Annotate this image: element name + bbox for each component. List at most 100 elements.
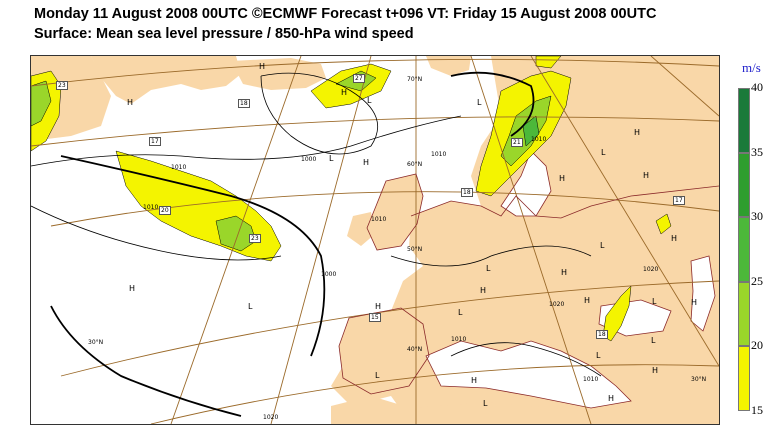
wind-max-label: 20: [159, 206, 171, 215]
parallel-70n: [31, 58, 719, 87]
low-pressure-center: L: [651, 336, 656, 345]
low-pressure-center: L: [248, 302, 253, 311]
wind-max-label: 15: [369, 313, 381, 322]
wind-max-label: 23: [56, 81, 68, 90]
isobar-1000-iceland: [260, 72, 379, 155]
wind-max-label: 17: [673, 196, 685, 205]
legend-color-band: [738, 88, 750, 153]
legend-color-band: [738, 152, 750, 217]
meridian-60e: [650, 56, 719, 117]
isobar-1010-ocean: [31, 205, 282, 261]
meridian-20e: [470, 56, 592, 424]
forecast-map: 70°N 60°N 50°N 40°N 30°N 30°N 1010 1010 1020 1010…: [30, 55, 720, 425]
wind-band-20-atlantic: [115, 150, 282, 262]
legend-value-label: 35: [751, 144, 763, 159]
isobar-value-label: 1010: [583, 376, 599, 383]
title-line-2: Surface: Mean sea level pressure / 850-h…: [34, 26, 414, 42]
caspian-sea: [690, 255, 716, 332]
isobar-1010-med: [450, 342, 602, 377]
graticule: [31, 56, 719, 424]
legend-value-label: 40: [751, 80, 763, 94]
high-pressure-center: H: [363, 158, 370, 167]
high-pressure-center: H: [608, 394, 615, 403]
wind-max-label: 23: [249, 234, 261, 243]
wind-band-20-svalbard: [535, 56, 562, 69]
isobar-value-label: 1010: [171, 164, 187, 171]
high-pressure-center: H: [259, 62, 266, 71]
isobar-1000-scand: [450, 71, 535, 137]
coast-iberia: [338, 307, 430, 395]
latitude-label: 50°N: [407, 246, 423, 253]
isobar-1020-south: [50, 305, 242, 417]
low-pressure-center: L: [600, 241, 605, 250]
isobar-value-label: 1020: [643, 266, 659, 273]
high-pressure-center: H: [129, 284, 136, 293]
low-pressure-center: L: [367, 96, 372, 105]
isobar-value-label: 1010: [431, 151, 447, 158]
low-pressure-center: L: [458, 308, 463, 317]
land-svalbard: [426, 56, 471, 76]
isobar-value-label: 1020: [263, 414, 279, 421]
wind-max-label: 18: [461, 188, 473, 197]
isobar-value-label: 1010: [143, 204, 159, 211]
low-pressure-center: L: [375, 371, 380, 380]
land-greenland: [91, 56, 241, 104]
legend-color-band: [738, 281, 750, 346]
wind-max-label: 21: [511, 138, 523, 147]
parallel-60n: [31, 116, 719, 147]
meridian-40e: [530, 56, 719, 367]
wind-band-25-greenland: [31, 80, 52, 127]
coast-europe: [410, 185, 719, 219]
mediterranean-sea: [425, 340, 632, 409]
legend-color-band: [738, 346, 750, 411]
high-pressure-center: H: [561, 268, 568, 277]
coastlines: [338, 173, 719, 395]
wind-band-20-caspian: [655, 213, 672, 235]
low-pressure-center: L: [483, 399, 488, 408]
high-pressure-center: H: [127, 98, 134, 107]
isobar-1010-north: [31, 115, 462, 167]
land-ireland: [347, 212, 375, 246]
latitude-label: 30°N: [691, 376, 707, 383]
isobar-value-label: 1010: [451, 336, 467, 343]
title-line-1: Monday 11 August 2008 00UTC ©ECMWF Forec…: [34, 6, 657, 22]
legend-value-label: 15: [751, 402, 763, 417]
wind-max-label: 18: [238, 99, 250, 108]
meridian-40w: [170, 56, 302, 424]
isobar-value-label: 1000: [321, 271, 337, 278]
isobars: [31, 71, 602, 417]
map-canvas: [31, 56, 719, 424]
high-pressure-center: H: [559, 174, 566, 183]
legend-value-label: 20: [751, 338, 763, 352]
land-iberia: [339, 308, 429, 394]
isobar-value-label: 1010: [371, 216, 387, 223]
high-pressure-center: H: [341, 88, 348, 97]
water-bodies: [425, 150, 716, 409]
legend-value-label: 30: [751, 209, 763, 223]
isobar-1010-europe: [390, 245, 592, 267]
land-masses: [31, 56, 719, 424]
latitude-label: 70°N: [407, 76, 423, 83]
low-pressure-center: L: [486, 264, 491, 273]
latitude-label: 60°N: [407, 161, 423, 168]
isobar-value-label: 1020: [549, 301, 565, 308]
land-north-africa: [331, 396, 719, 424]
legend-color-band: [738, 217, 750, 282]
parallel-50n: [50, 191, 719, 227]
high-pressure-center: H: [375, 302, 382, 311]
high-pressure-center: H: [691, 298, 698, 307]
parallel-30n: [150, 364, 719, 424]
legend-unit: m/s: [742, 60, 761, 75]
wind-max-label: 17: [149, 137, 161, 146]
coast-uk: [366, 173, 424, 251]
isobar-value-label: 1010: [531, 136, 547, 143]
wind-max-label: 18: [596, 330, 608, 339]
wind-band-30-norway: [522, 115, 540, 147]
high-pressure-center: H: [480, 286, 487, 295]
low-pressure-center: L: [652, 297, 657, 306]
legend-value-label: 25: [751, 273, 763, 288]
land-uk: [367, 174, 423, 250]
high-pressure-center: H: [652, 366, 659, 375]
wind-max-label: 27: [353, 74, 365, 83]
high-pressure-center: H: [584, 296, 591, 305]
